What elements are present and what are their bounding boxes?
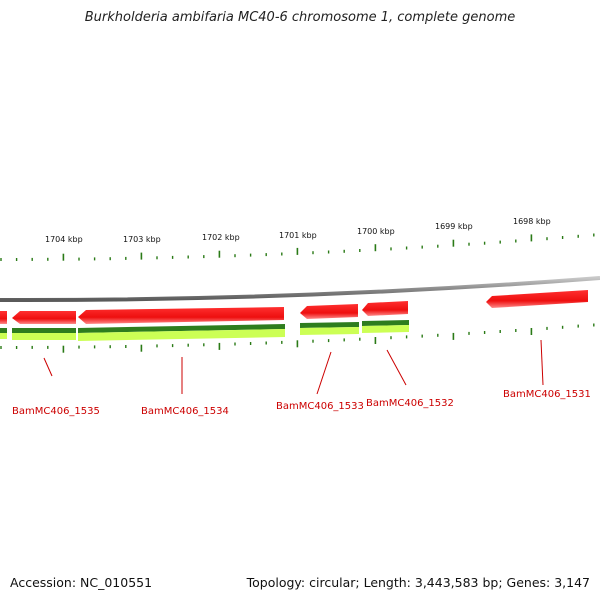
kbp-label: 1701 kbp [279, 231, 317, 240]
kbp-label: 1704 kbp [45, 235, 83, 244]
backbone-arc [0, 276, 600, 303]
gene-arrow[interactable] [362, 301, 408, 316]
kbp-labels: 1704 kbp 1703 kbp 1702 kbp 1701 kbp 1700… [45, 217, 551, 244]
gene-label[interactable]: BamMC406_1531 [503, 389, 591, 400]
leader-line [386, 349, 407, 386]
gene-track [0, 290, 588, 324]
map-title: Burkholderia ambifaria MC40-6 chromosome… [84, 10, 516, 25]
cds-block[interactable] [362, 325, 409, 333]
genome-summary: Topology: circular; Length: 3,443,583 bp… [246, 575, 590, 590]
leader-line [540, 339, 544, 386]
kbp-label: 1699 kbp [435, 222, 473, 231]
leader-line [43, 357, 53, 377]
gene-labels: BamMC406_1535 BamMC406_1534 BamMC406_153… [12, 389, 591, 417]
kbp-label: 1698 kbp [513, 217, 551, 226]
gene-label[interactable]: BamMC406_1533 [276, 401, 364, 412]
gene-arrow[interactable] [12, 311, 76, 324]
cds-block[interactable] [78, 324, 285, 333]
cds-block[interactable] [0, 333, 7, 339]
gene-arrow[interactable] [300, 304, 358, 319]
gene-arrow[interactable] [78, 307, 284, 324]
kbp-label: 1700 kbp [357, 227, 395, 236]
cds-block[interactable] [0, 328, 7, 333]
cds-track [0, 320, 409, 341]
cds-block[interactable] [300, 322, 359, 328]
gene-arrow[interactable] [0, 311, 7, 324]
upper-scale [0, 233, 595, 261]
cds-block[interactable] [12, 328, 76, 333]
gene-label-leaders [43, 339, 544, 395]
kbp-label: 1702 kbp [202, 233, 240, 242]
gene-label[interactable]: BamMC406_1534 [141, 406, 229, 417]
lower-scale [0, 323, 595, 353]
leader-line [316, 351, 332, 395]
kbp-label: 1703 kbp [123, 235, 161, 244]
gene-label[interactable]: BamMC406_1535 [12, 406, 100, 417]
cds-block[interactable] [362, 320, 409, 326]
gene-label[interactable]: BamMC406_1532 [366, 398, 454, 409]
cds-block[interactable] [300, 327, 359, 335]
accession-text: Accession: NC_010551 [10, 575, 153, 590]
cds-block[interactable] [12, 333, 76, 340]
cds-block[interactable] [78, 329, 285, 341]
gene-arrow[interactable] [486, 290, 588, 308]
